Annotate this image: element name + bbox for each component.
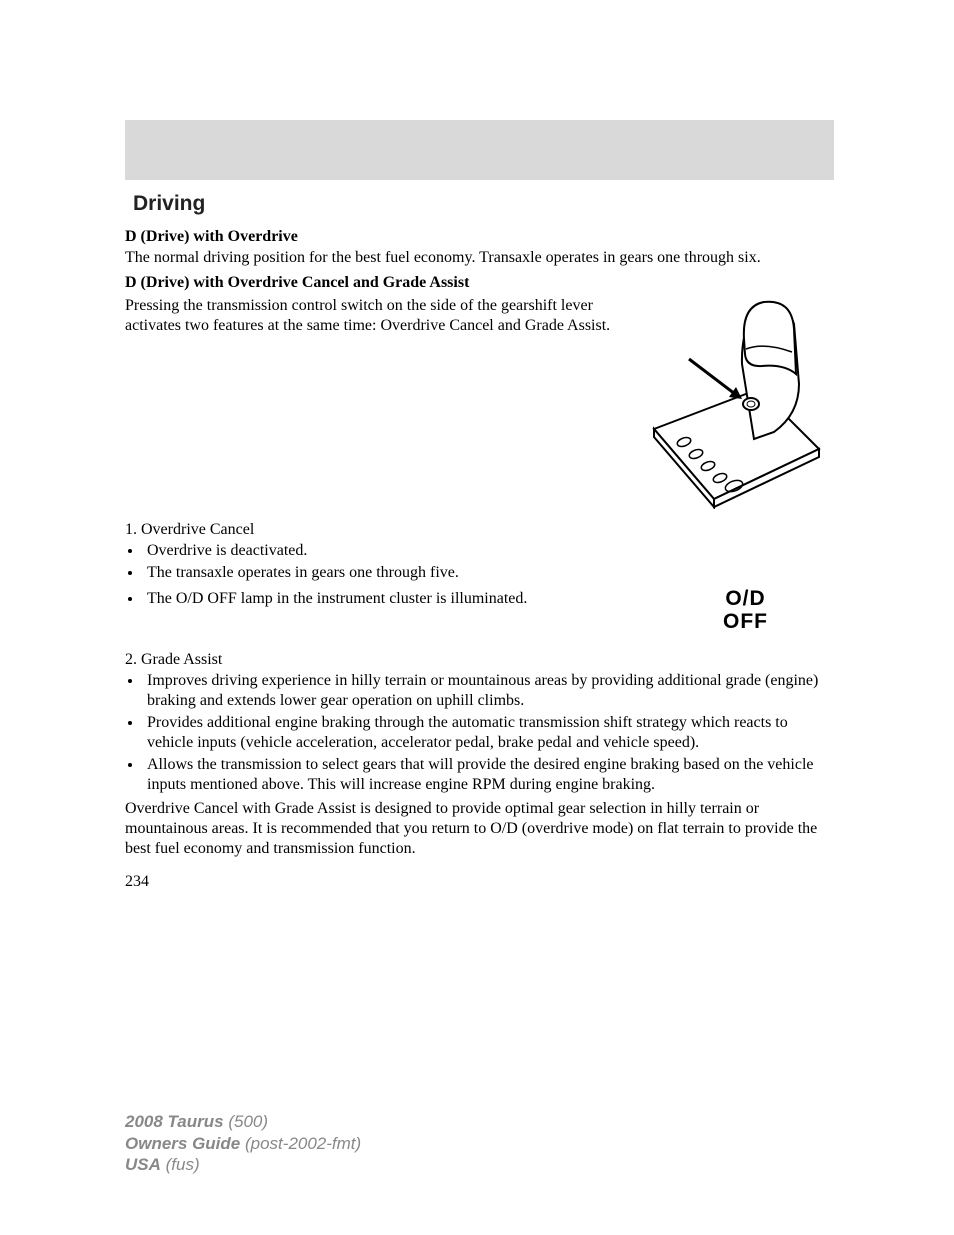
manual-page: Driving D (Drive) with Overdrive The nor… [0,0,954,1235]
footer-guide: Owners Guide [125,1134,240,1153]
footer-region-paren: (fus) [166,1155,200,1174]
heading-overdrive: D (Drive) with Overdrive [125,228,834,246]
footer: 2008 Taurus (500) Owners Guide (post-200… [125,1111,361,1175]
gearshift-diagram [634,294,834,509]
list-item: Allows the transmission to select gears … [143,755,834,795]
page-number: 234 [125,873,834,891]
closing-paragraph: Overdrive Cancel with Grade Assist is de… [125,799,834,859]
feature2-bullets: Improves driving experience in hilly ter… [125,671,834,795]
footer-line-model: 2008 Taurus (500) [125,1111,361,1132]
footer-model: 2008 Taurus [125,1112,224,1131]
list-item: Overdrive is deactivated. [143,541,834,561]
od-off-indicator-icon: O/D OFF [723,587,768,633]
heading-cancel-assist: D (Drive) with Overdrive Cancel and Grad… [125,274,834,292]
footer-model-paren: (500) [228,1112,268,1131]
od-line1: O/D [723,587,768,610]
shifter-block: Pressing the transmission control switch… [125,294,834,517]
header-bar [125,120,834,180]
list-item: Provides additional engine braking throu… [143,713,834,753]
feature1-label: 1. Overdrive Cancel [125,521,834,539]
list-item: Improves driving experience in hilly ter… [143,671,834,711]
od-line2: OFF [723,610,768,633]
footer-guide-paren: (post-2002-fmt) [245,1134,361,1153]
footer-line-region: USA (fus) [125,1154,361,1175]
section-title: Driving [125,188,834,222]
body-overdrive: The normal driving position for the best… [125,248,834,268]
feature1-bullets: Overdrive is deactivated. The transaxle … [125,541,834,583]
feature2-label: 2. Grade Assist [125,651,834,669]
footer-line-guide: Owners Guide (post-2002-fmt) [125,1133,361,1154]
od-off-block: O/D OFF The O/D OFF lamp in the instrume… [125,587,834,639]
list-item: The transaxle operates in gears one thro… [143,563,834,583]
footer-region: USA [125,1155,161,1174]
